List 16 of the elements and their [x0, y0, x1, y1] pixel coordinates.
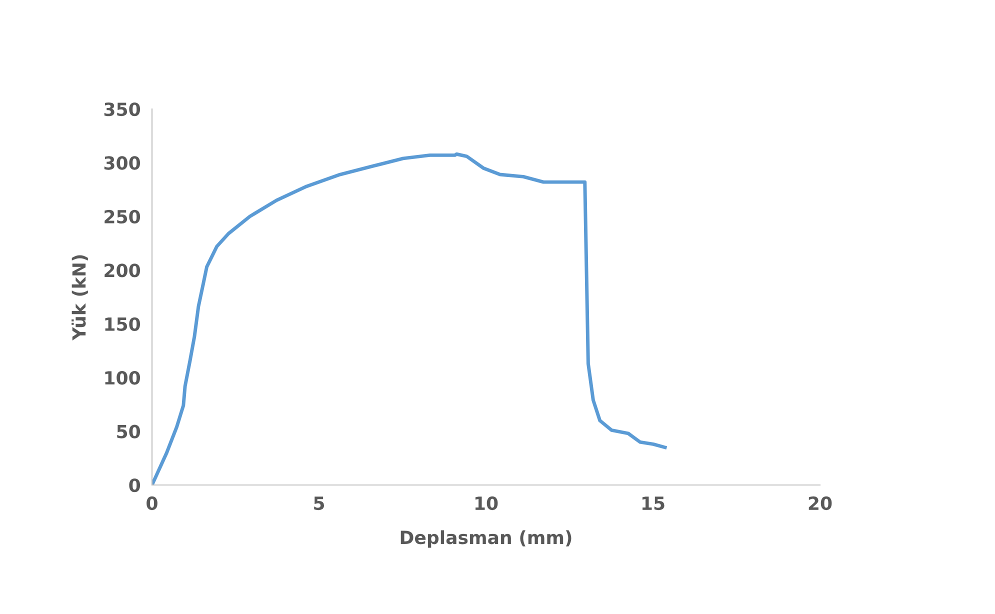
y-tick-label: 50 [117, 424, 140, 438]
x-tick-label: 15 [642, 496, 664, 510]
x-tick-label: 10 [475, 496, 498, 510]
y-tick-label: 150 [105, 317, 140, 331]
x-axis-title: Deplasman (mm) [400, 530, 572, 548]
y-tick-label: 300 [104, 156, 140, 170]
x-tick-label: 5 [314, 496, 324, 510]
line-series [152, 152, 667, 485]
y-axis-title: Yük (kN) [72, 255, 88, 340]
y-tick-label: 250 [104, 210, 140, 224]
y-tick-label: 0 [129, 478, 140, 492]
y-tick-label: 200 [104, 264, 140, 278]
x-tick-label: 20 [808, 496, 832, 510]
x-tick-label: 0 [146, 496, 158, 510]
y-tick-label: 350 [104, 102, 140, 116]
y-tick-label: 100 [105, 371, 140, 385]
